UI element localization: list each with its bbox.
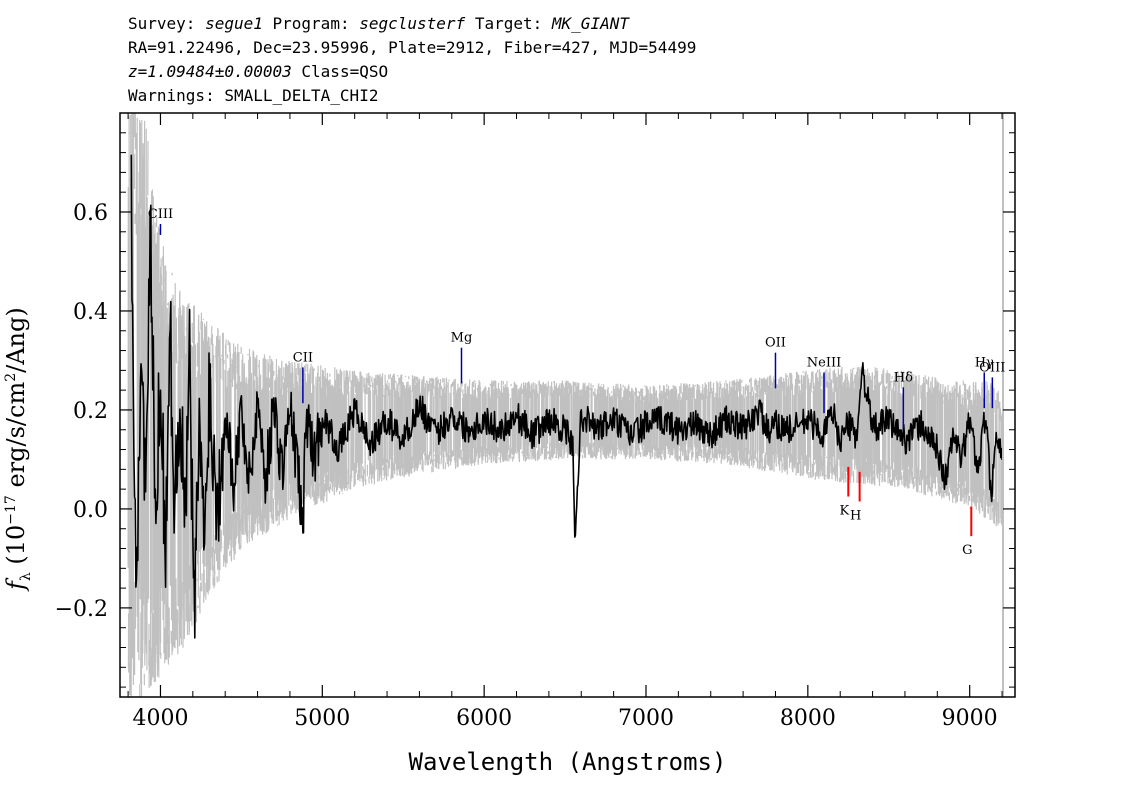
x-tick-label: 8000 bbox=[780, 706, 836, 731]
header-line-1: Survey: segue1 Program: segclusterf Targ… bbox=[128, 14, 629, 34]
y-tick-label: 0.2 bbox=[73, 399, 108, 424]
y-tick-label: 0.4 bbox=[73, 300, 108, 325]
x-tick-label: 9000 bbox=[942, 706, 998, 731]
emission-line-label: Mg bbox=[451, 331, 473, 346]
y-tick-label: 0.6 bbox=[73, 201, 108, 226]
header-line-4: Warnings: SMALL_DELTA_CHI2 bbox=[128, 86, 379, 105]
header-line-3: z=1.09484±0.00003 Class=QSO bbox=[128, 62, 388, 82]
emission-line-label: OII bbox=[765, 336, 786, 351]
absorption-line-label: K bbox=[839, 504, 849, 519]
emission-line-label: NeIII bbox=[807, 355, 841, 370]
emission-line-label: OIII bbox=[979, 360, 1005, 375]
error-band-group bbox=[127, 113, 1003, 697]
flux-series-group bbox=[130, 113, 1004, 697]
x-axis-label: Wavelength (Angstroms) bbox=[409, 748, 727, 776]
class-value: Class=QSO bbox=[301, 62, 389, 81]
absorption-line-label: G bbox=[962, 543, 972, 558]
survey-label: Survey: bbox=[128, 14, 196, 33]
flux-line bbox=[130, 154, 1003, 639]
emission-line-label: Hγ bbox=[975, 355, 994, 370]
emission-line-label: CIII bbox=[148, 207, 173, 222]
absorption-line-label: H bbox=[850, 509, 861, 524]
axis-ticks-group: 4000 5000 6000 7000 8000 9000 −0.2 0.0 0.2 0.4 0.6 bbox=[55, 113, 1015, 731]
target-value: MK_GIANT bbox=[551, 14, 629, 33]
emission-line-label: Hδ bbox=[894, 370, 913, 385]
y-tick-label: 0.0 bbox=[73, 498, 108, 523]
x-tick-label: 5000 bbox=[294, 706, 350, 731]
program-label: Program: bbox=[272, 14, 350, 33]
x-tick-label: 6000 bbox=[456, 706, 512, 731]
header-line-2: RA=91.22496, Dec=23.95996, Plate=2912, F… bbox=[128, 38, 697, 57]
y-tick-label: −0.2 bbox=[55, 597, 108, 622]
error-band bbox=[127, 113, 1003, 697]
x-tick-label: 7000 bbox=[618, 706, 674, 731]
redshift-value: z=1.09484±0.00003 bbox=[128, 62, 292, 81]
plot-frame bbox=[119, 112, 1016, 698]
program-value: segclusterf bbox=[359, 14, 466, 33]
emission-line-label: CII bbox=[293, 351, 313, 366]
y-axis-label: fλ (10−17 erg/s/cm2/Ang) bbox=[2, 307, 34, 590]
survey-value: segue1 bbox=[205, 14, 263, 33]
x-tick-label: 4000 bbox=[132, 706, 188, 731]
target-label: Target: bbox=[474, 14, 543, 33]
